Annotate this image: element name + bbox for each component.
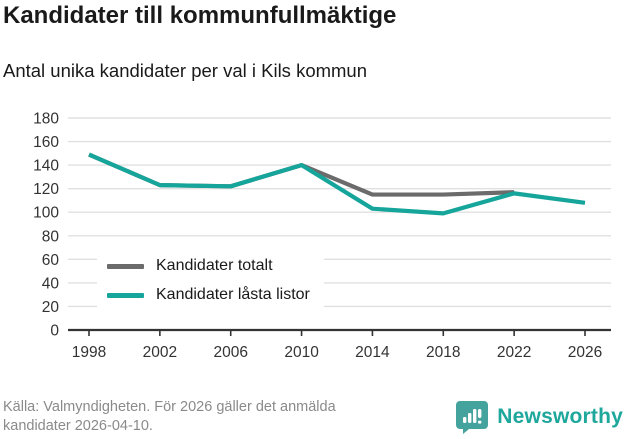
newsworthy-icon bbox=[456, 401, 489, 434]
legend-label-lasta-listor: Kandidater låsta listor bbox=[156, 286, 310, 303]
x-tick-label: 2022 bbox=[497, 344, 531, 361]
x-tick-label: 2010 bbox=[284, 344, 319, 361]
x-tick-label: 2018 bbox=[426, 344, 460, 361]
legend-item-kandidater-totalt: Kandidater totalt bbox=[107, 255, 310, 277]
y-tick-label: 60 bbox=[42, 252, 60, 269]
legend-swatch-lasta-listor bbox=[107, 292, 144, 298]
chart-canvas: 0 20 40 60 80 100 120 140 160 180 1998 2002 2006 2010… bbox=[33, 111, 611, 361]
x-tick-label: 2026 bbox=[568, 344, 602, 361]
x-tick-label: 2006 bbox=[213, 344, 247, 361]
newsworthy-wordmark: Newsworthy bbox=[497, 405, 623, 428]
y-tick-label: 180 bbox=[33, 111, 59, 128]
y-tick-label: 40 bbox=[42, 275, 60, 292]
y-tick-label: 20 bbox=[42, 299, 60, 316]
source-note: Källa: Valmyndigheten. För 2026 gäller d… bbox=[3, 398, 336, 436]
source-line-1: Källa: Valmyndigheten. För 2026 gäller d… bbox=[3, 399, 336, 415]
legend-item-kandidater-lasta-listor: Kandidater låsta listor bbox=[107, 284, 310, 306]
chart-subtitle: Antal unika kandidater per val i Kils ko… bbox=[3, 60, 368, 81]
x-tick-label: 2002 bbox=[143, 344, 177, 361]
y-tick-label: 140 bbox=[33, 158, 59, 175]
chart-footer: Källa: Valmyndigheten. För 2026 gäller d… bbox=[0, 392, 631, 439]
legend-swatch-totalt bbox=[107, 263, 144, 269]
page-title: Kandidater till kommunfullmäktige bbox=[3, 2, 397, 29]
x-tick-label: 1998 bbox=[72, 344, 106, 361]
y-tick-label: 0 bbox=[50, 323, 59, 340]
chart-legend: Kandidater totalt Kandidater låsta listo… bbox=[97, 251, 324, 312]
line-chart: 0 20 40 60 80 100 120 140 160 180 1998 2002 2006 2010… bbox=[0, 100, 631, 370]
newsworthy-logo: Newsworthy bbox=[455, 400, 623, 434]
y-tick-label: 100 bbox=[33, 205, 59, 222]
y-tick-label: 80 bbox=[42, 228, 60, 245]
series-line-1 bbox=[88, 152, 586, 216]
source-line-2: kandidater 2026-04-10. bbox=[3, 418, 153, 434]
legend-label-totalt: Kandidater totalt bbox=[156, 257, 273, 274]
y-tick-label: 160 bbox=[33, 134, 59, 151]
y-tick-label: 120 bbox=[33, 181, 59, 198]
x-tick-label: 2014 bbox=[355, 344, 390, 361]
